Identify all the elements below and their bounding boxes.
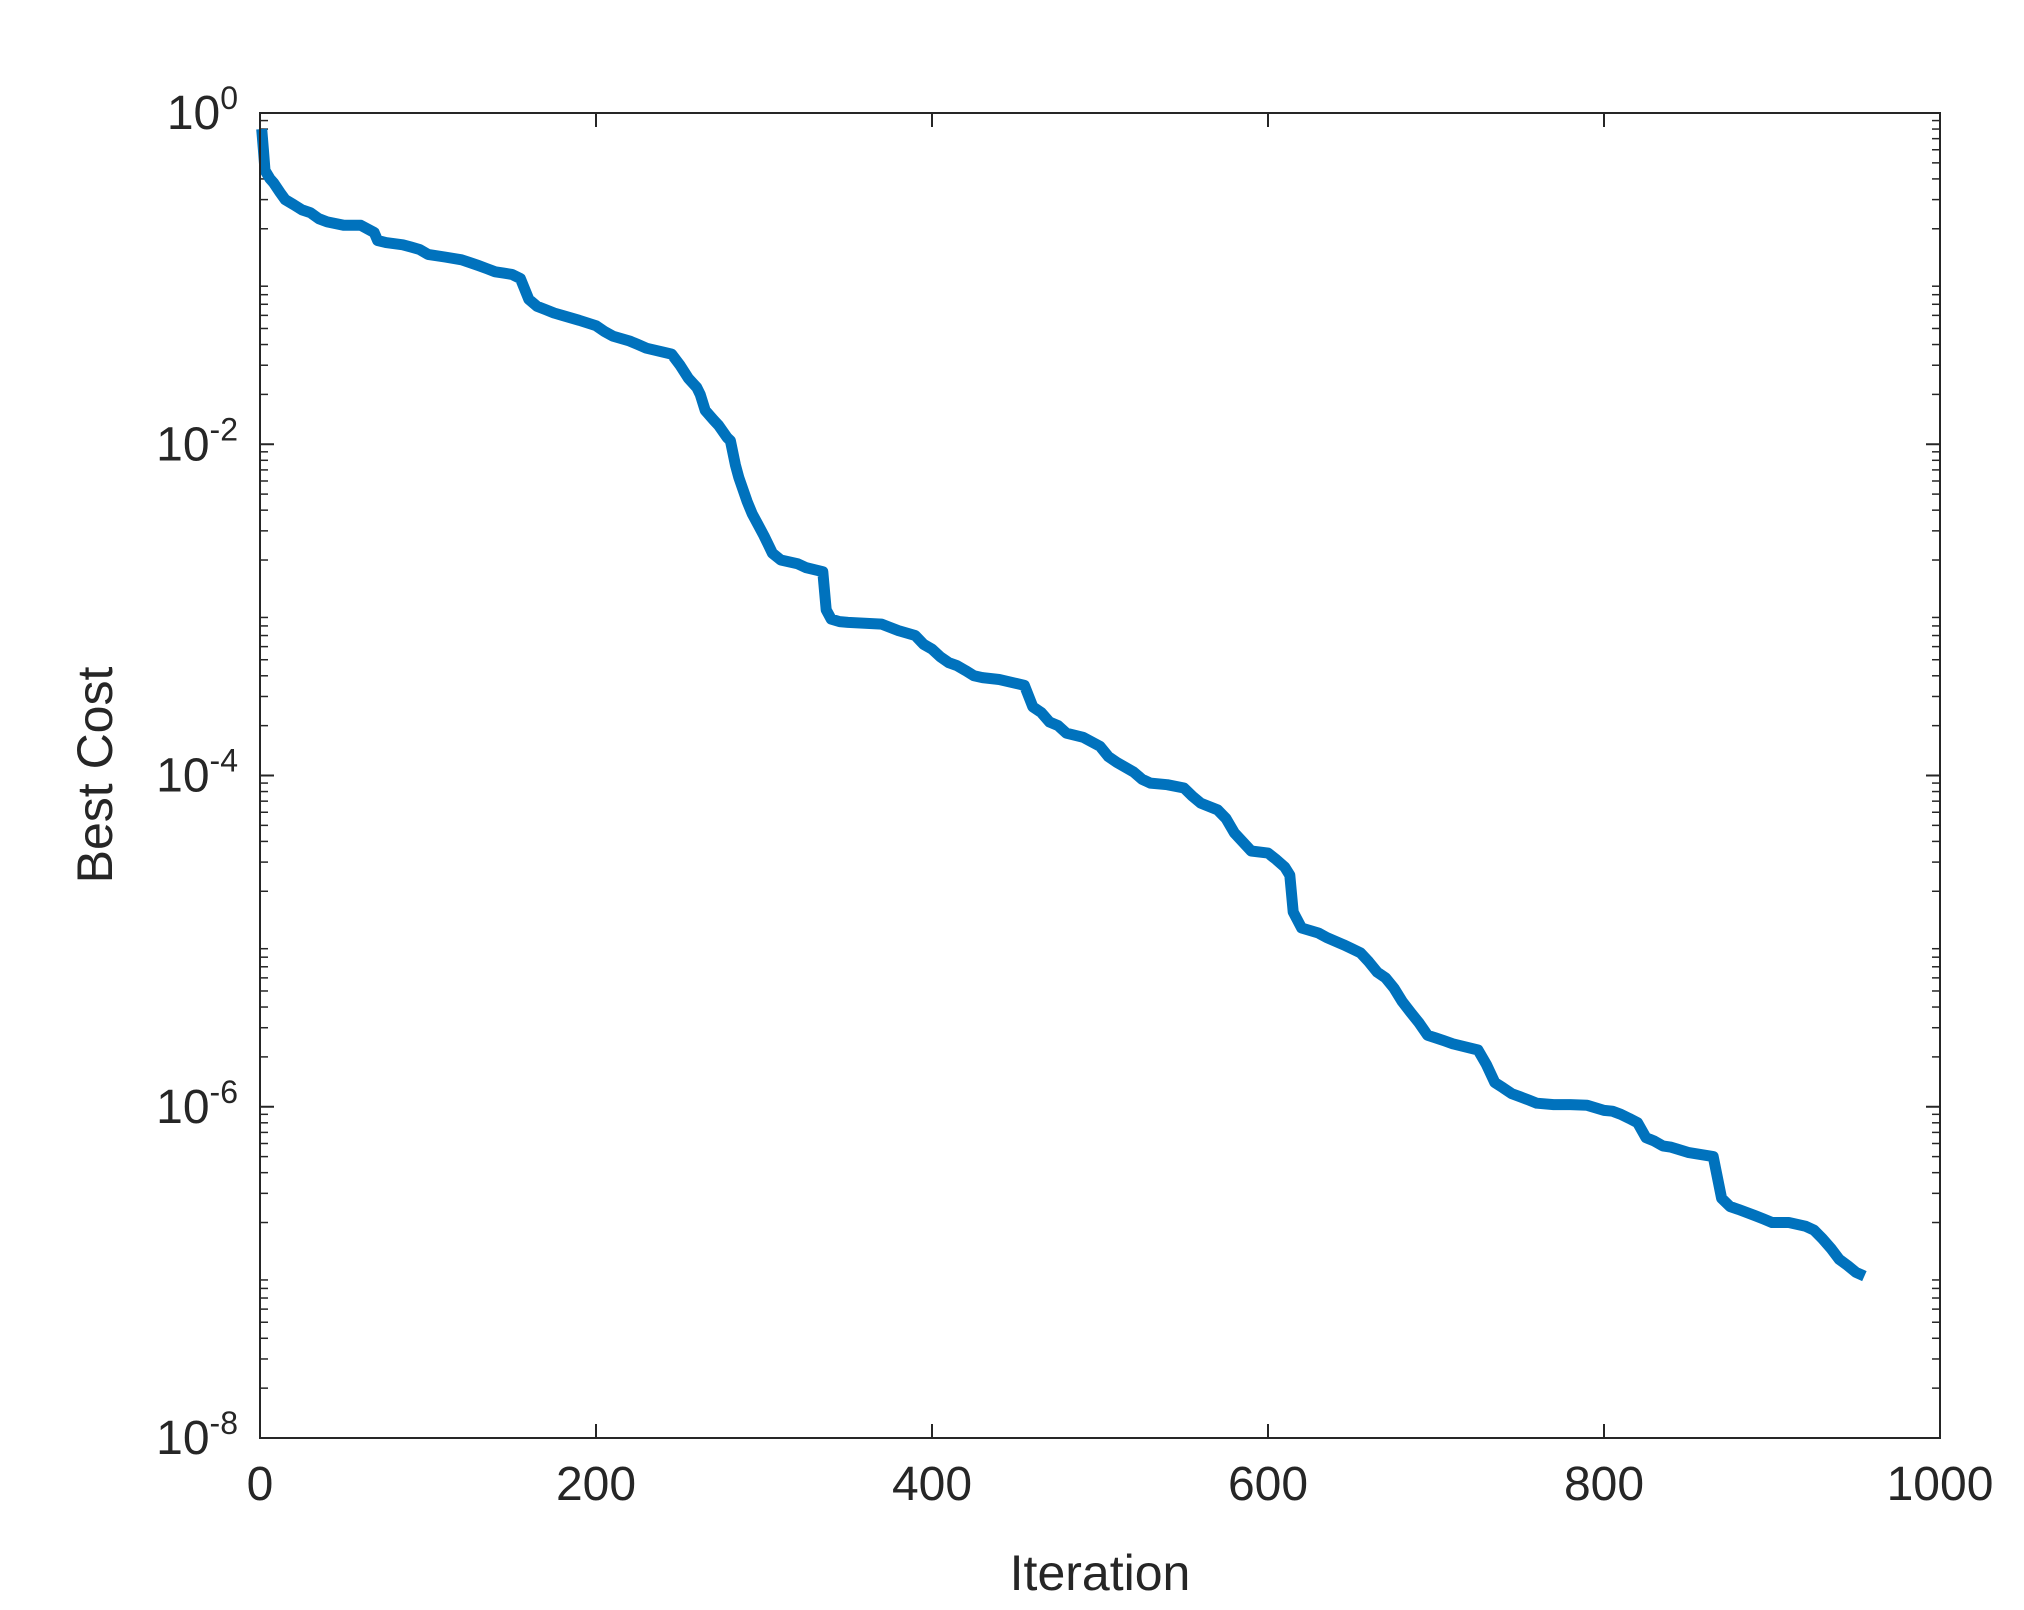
series-line	[256, 128, 1867, 1282]
y-tick-label: 10-6	[156, 1074, 238, 1134]
x-tick-label: 800	[1564, 1458, 1644, 1511]
y-axis-label: Best Cost	[67, 667, 123, 884]
y-tick-label: 10-2	[156, 411, 238, 471]
y-tick-label: 10-4	[156, 743, 238, 803]
plot-area	[260, 113, 1940, 1438]
x-tick-label: 1000	[1887, 1458, 1994, 1511]
x-tick-label: 0	[247, 1458, 274, 1511]
y-tick-label: 10-8	[156, 1405, 238, 1465]
plot-frame	[259, 112, 1941, 1439]
x-tick-labels: 0 200 400 600 800 1000	[247, 1458, 1994, 1511]
y-tick-labels: 100 10-2 10-4 10-6 10-8	[156, 80, 238, 1465]
x-tick-label: 600	[1228, 1458, 1308, 1511]
y-tick-label: 100	[167, 80, 238, 140]
x-axis-label: Iteration	[1010, 1545, 1191, 1601]
x-tick-label: 400	[892, 1458, 972, 1511]
minor-ticks	[260, 119, 1940, 1389]
x-tick-label: 200	[556, 1458, 636, 1511]
